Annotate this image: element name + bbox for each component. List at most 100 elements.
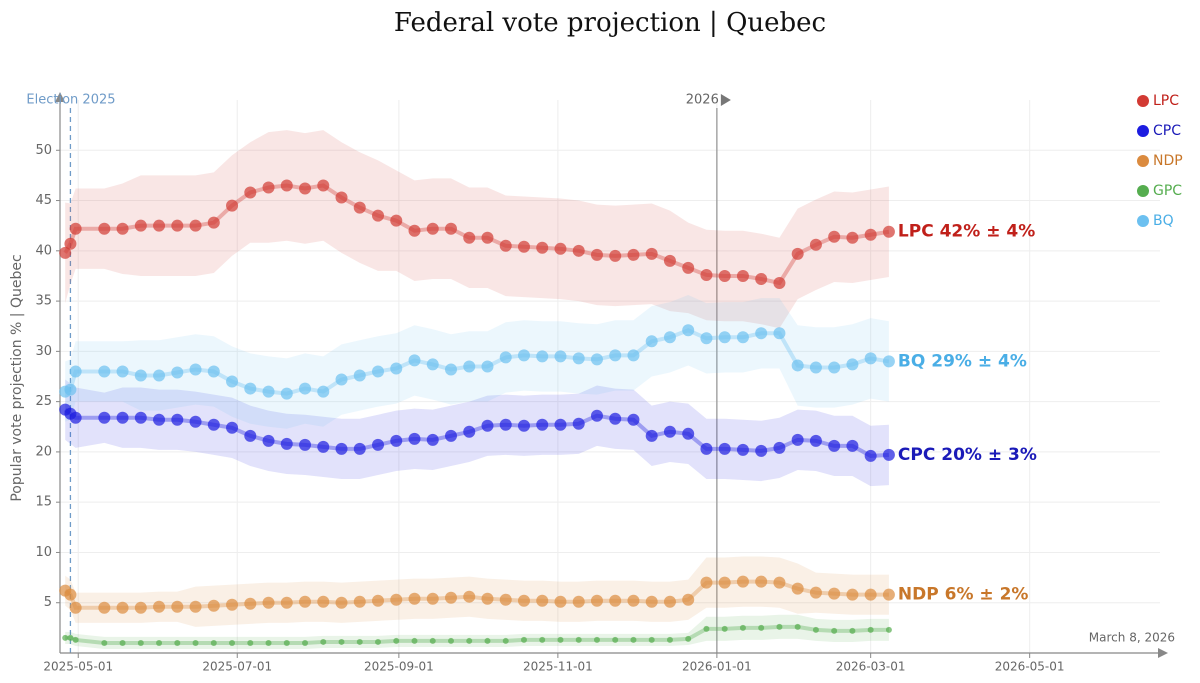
point bbox=[207, 216, 220, 229]
y-tick-label: 30 bbox=[35, 344, 52, 359]
point bbox=[846, 588, 859, 601]
point bbox=[773, 276, 786, 289]
point bbox=[809, 434, 822, 447]
point bbox=[809, 361, 822, 374]
y-axis-arrow bbox=[55, 92, 65, 102]
x-tick-label: 2025-05-01 bbox=[43, 660, 113, 674]
point bbox=[828, 230, 841, 243]
point bbox=[627, 248, 640, 261]
point bbox=[372, 365, 385, 378]
point bbox=[207, 599, 220, 612]
point bbox=[262, 434, 275, 447]
point bbox=[776, 623, 783, 630]
point bbox=[736, 331, 749, 344]
point bbox=[718, 442, 731, 455]
y-axis-label: Popular vote projection % | Quebec bbox=[9, 254, 25, 501]
point bbox=[353, 201, 366, 214]
point bbox=[408, 592, 421, 605]
point bbox=[171, 413, 184, 426]
point bbox=[663, 425, 676, 438]
point bbox=[356, 638, 363, 645]
point bbox=[101, 639, 108, 646]
point bbox=[864, 352, 877, 365]
point bbox=[134, 411, 147, 424]
point bbox=[408, 224, 421, 237]
point bbox=[499, 239, 512, 252]
point bbox=[885, 626, 892, 633]
labels: 5 10 15 20 25 30 35 40 45 50 2025-05-01 2025-07-01 2… bbox=[26, 93, 1182, 674]
point bbox=[773, 576, 786, 589]
point bbox=[262, 596, 275, 609]
point bbox=[794, 623, 801, 630]
point bbox=[353, 369, 366, 382]
point bbox=[69, 365, 82, 378]
point bbox=[429, 637, 436, 644]
point bbox=[882, 588, 895, 601]
point bbox=[828, 361, 841, 374]
point bbox=[69, 222, 82, 235]
point bbox=[685, 635, 692, 642]
point bbox=[64, 588, 77, 601]
point bbox=[663, 331, 676, 344]
point bbox=[536, 241, 549, 254]
y-tick-label: 10 bbox=[35, 545, 52, 560]
point bbox=[134, 601, 147, 614]
error-band bbox=[65, 556, 889, 627]
point bbox=[755, 272, 768, 285]
point bbox=[444, 222, 457, 235]
point bbox=[338, 638, 345, 645]
point bbox=[539, 636, 546, 643]
point bbox=[846, 358, 859, 371]
points bbox=[59, 179, 895, 646]
point bbox=[302, 639, 309, 646]
point bbox=[831, 627, 838, 634]
point bbox=[244, 382, 257, 395]
x-tick-label: 2026-03-01 bbox=[836, 660, 906, 674]
point bbox=[609, 594, 622, 607]
bands bbox=[65, 130, 889, 649]
point bbox=[481, 360, 494, 373]
point bbox=[226, 598, 239, 611]
legend-label: NDP bbox=[1153, 153, 1183, 169]
x-tick-label: 2025-11-01 bbox=[523, 660, 593, 674]
point bbox=[572, 595, 585, 608]
point bbox=[390, 214, 403, 227]
point bbox=[463, 590, 476, 603]
point bbox=[69, 601, 82, 614]
point bbox=[536, 350, 549, 363]
legend-dot bbox=[1137, 155, 1149, 167]
y-tick-label: 5 bbox=[44, 595, 52, 610]
point bbox=[590, 409, 603, 422]
end-label: BQ 29% ± 4% bbox=[898, 351, 1027, 371]
legend-label: GPC bbox=[1153, 183, 1182, 199]
axes bbox=[55, 92, 1168, 658]
point bbox=[557, 636, 564, 643]
point bbox=[353, 595, 366, 608]
point bbox=[721, 625, 728, 632]
point bbox=[809, 586, 822, 599]
point bbox=[828, 587, 841, 600]
point bbox=[283, 639, 290, 646]
point bbox=[171, 600, 184, 613]
point bbox=[134, 369, 147, 382]
point bbox=[791, 359, 804, 372]
point bbox=[554, 595, 567, 608]
point bbox=[207, 418, 220, 431]
point bbox=[98, 365, 111, 378]
marker-label: 2026 bbox=[686, 93, 719, 108]
point bbox=[648, 636, 655, 643]
y-tick-label: 20 bbox=[35, 444, 52, 459]
grid bbox=[56, 100, 1160, 658]
point bbox=[317, 595, 330, 608]
point bbox=[630, 636, 637, 643]
point bbox=[156, 639, 163, 646]
point bbox=[846, 439, 859, 452]
point bbox=[609, 349, 622, 362]
x-tick-label: 2025-07-01 bbox=[202, 660, 272, 674]
point bbox=[444, 591, 457, 604]
point bbox=[736, 443, 749, 456]
legend-label: CPC bbox=[1153, 123, 1181, 139]
point bbox=[700, 442, 713, 455]
point bbox=[189, 600, 202, 613]
